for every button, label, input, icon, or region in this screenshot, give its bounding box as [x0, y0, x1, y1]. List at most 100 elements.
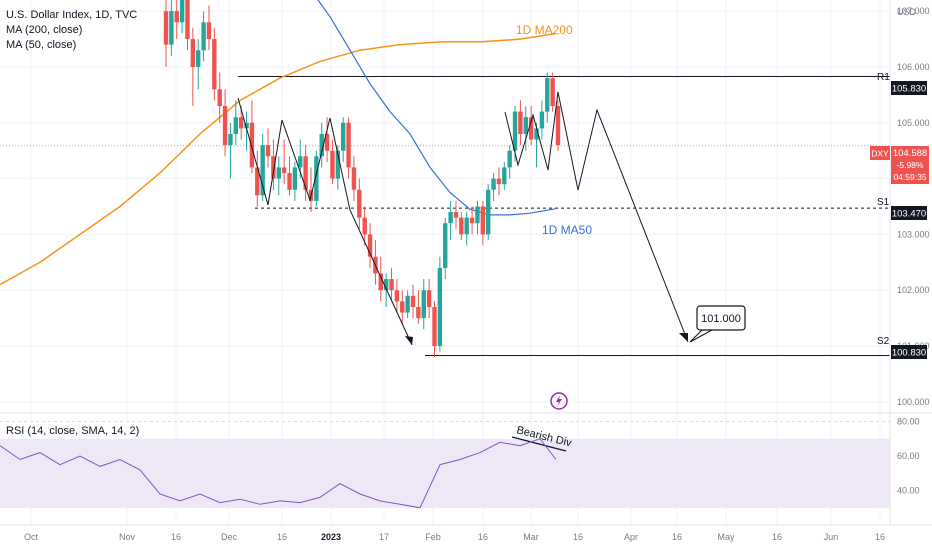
candle-body: [512, 111, 518, 151]
candle-body: [185, 0, 190, 40]
last-price-tag: DXY 104.588 -5.98% 04:59:35: [870, 146, 929, 184]
candle-body: [426, 290, 432, 307]
candle-body: [212, 39, 217, 90]
candlestick-series: [163, 0, 561, 358]
svg-text:100.830: 100.830: [892, 348, 926, 359]
candle-body: [550, 78, 555, 107]
candle-body: [238, 117, 244, 129]
candle-body: [518, 111, 523, 134]
candle-body: [314, 156, 319, 201]
candle-body: [341, 122, 346, 151]
candle-body: [475, 206, 480, 224]
candle-body: [330, 150, 335, 179]
candle-body: [523, 117, 528, 134]
r1-label: R1: [877, 72, 890, 83]
ma200-label: 1D MA200: [516, 23, 573, 37]
time-tick-label: 16: [171, 532, 181, 542]
candle-body: [222, 106, 228, 146]
svg-text:105.830: 105.830: [892, 84, 926, 95]
time-tick-label: Nov: [119, 532, 136, 542]
candle-body: [448, 212, 453, 224]
candle-body: [496, 178, 502, 185]
target-box-label: 101.000: [701, 313, 741, 325]
candle-body: [405, 295, 410, 313]
candle-body: [351, 167, 357, 190]
time-tick-label: 16: [573, 532, 583, 542]
candle-body: [217, 89, 222, 107]
price-tick-label: 103.000: [897, 229, 930, 239]
candle-body: [265, 145, 271, 157]
bearish-div-line: [511, 436, 567, 452]
candle-body: [271, 156, 276, 179]
candle-body: [443, 223, 448, 268]
candle-body: [480, 206, 486, 235]
candle-body: [469, 217, 475, 224]
candle-body: [378, 273, 383, 291]
symbol-tag: DXY: [871, 149, 889, 159]
candle-body: [179, 0, 185, 23]
candle-body: [228, 133, 233, 146]
price-tick-label: 106.000: [897, 62, 930, 72]
candle-body: [389, 279, 394, 291]
candle-body: [367, 234, 373, 257]
price-tick-label: 105.000: [897, 118, 930, 128]
time-tick-label: 16: [478, 532, 488, 542]
candle-body: [292, 167, 298, 190]
candle-body: [281, 167, 287, 174]
time-tick-label: Oct: [24, 532, 39, 542]
ma200-line: [0, 32, 557, 286]
candle-body: [528, 117, 534, 140]
rsi-axis[interactable]: 80.00 60.00 40.00: [897, 417, 920, 496]
candle-body: [319, 133, 324, 157]
projection-drawings: 101.000 Bearish Div: [237, 91, 746, 452]
candle-body: [303, 156, 308, 190]
candle-body: [416, 306, 421, 319]
time-tick-label: Jun: [824, 532, 839, 542]
s2-label: S2: [877, 336, 890, 347]
candle-body: [276, 167, 281, 179]
candle-body: [453, 212, 459, 218]
legend-title[interactable]: U.S. Dollar Index, 1D, TVC: [6, 9, 138, 21]
candle-body: [437, 267, 443, 347]
candle-body: [190, 39, 196, 67]
candle-body: [255, 167, 260, 196]
candle-body: [163, 11, 169, 45]
time-axis[interactable]: Oct Nov 16 Dec 16 2023 17 Feb 16 Mar 16 Apr 16 May 16 J…: [24, 532, 885, 542]
candle-body: [233, 117, 239, 134]
lightning-icon-glyph: [556, 395, 562, 407]
price-tick-label: 107.000: [897, 6, 930, 16]
last-price: 104.588: [893, 148, 927, 159]
time-tick-label: Mar: [523, 532, 539, 542]
candle-body: [464, 217, 469, 235]
candle-body: [260, 145, 265, 196]
legend-ma50[interactable]: MA (50, close): [6, 39, 77, 51]
candle-body: [459, 217, 464, 235]
candle-body: [400, 301, 405, 313]
candle-body: [362, 217, 367, 235]
rsi-line: [0, 438, 557, 509]
r1-price-tag: 105.830: [891, 81, 927, 95]
legend-ma200[interactable]: MA (200, close): [6, 24, 83, 36]
candle-body: [410, 295, 416, 307]
candle-body: [201, 22, 206, 51]
time-tick-label: May: [717, 532, 735, 542]
candle-body: [432, 306, 437, 347]
candle-body: [298, 156, 303, 168]
chart-legend: U.S. Dollar Index, 1D, TVC MA (200, clos…: [6, 8, 137, 53]
grid: [0, 0, 890, 525]
candle-body: [169, 11, 174, 45]
rsi-tick-label: 60.00: [897, 451, 920, 461]
s1-price-tag: 103.470: [891, 206, 927, 220]
candle-body: [555, 106, 561, 146]
support-resistance-levels: [0, 75, 890, 357]
time-tick-label: 2023: [321, 532, 341, 542]
time-tick-label: Dec: [221, 532, 238, 542]
time-tick-label: Apr: [624, 532, 638, 542]
currency-label: USD: [897, 7, 917, 17]
arrow-head-left: [405, 336, 413, 345]
time-tick-label: 16: [772, 532, 782, 542]
legend-rsi[interactable]: RSI (14, close, SMA, 14, 2): [6, 425, 140, 437]
candle-body: [539, 111, 545, 129]
time-tick-label: 16: [875, 532, 885, 542]
